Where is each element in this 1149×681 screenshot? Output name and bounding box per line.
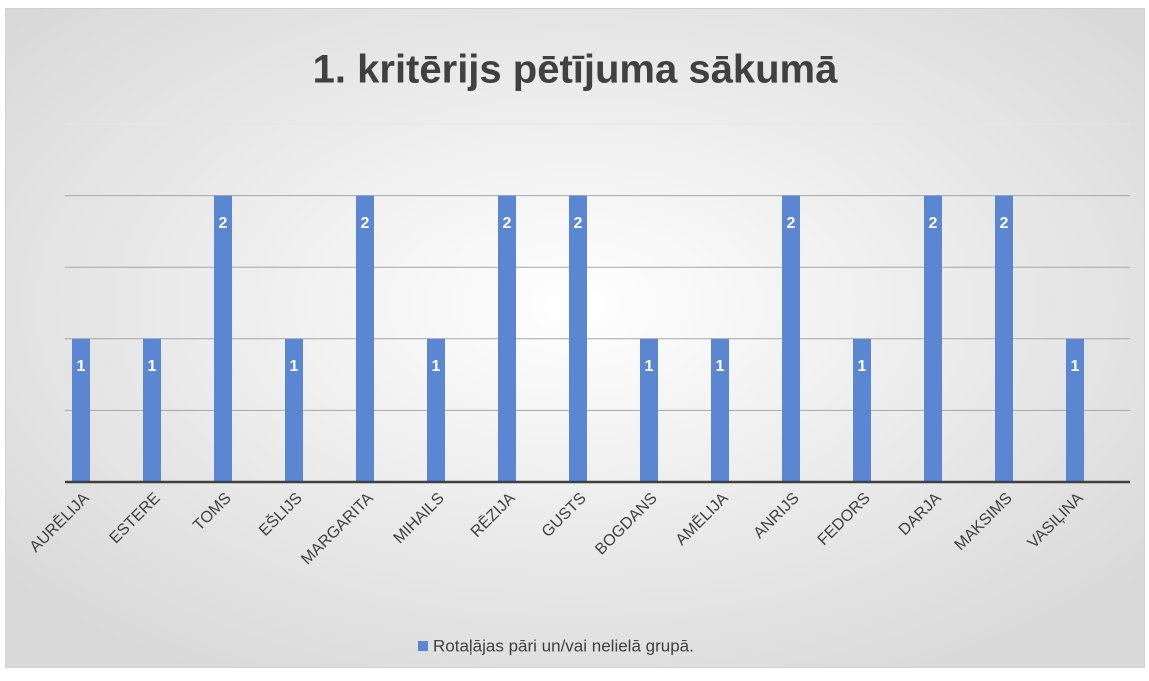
data-label: 1 — [645, 358, 654, 375]
bar — [214, 195, 232, 482]
data-label: 2 — [361, 215, 370, 232]
bar — [427, 338, 445, 482]
bar — [356, 195, 374, 482]
legend-swatch — [418, 641, 428, 651]
data-label: 1 — [290, 358, 299, 375]
data-label: 2 — [219, 215, 228, 232]
bar — [498, 195, 516, 482]
data-label: 1 — [1071, 358, 1080, 375]
legend-label: Rotaļājas pāri un/vai nelielā grupā. — [433, 636, 694, 655]
bar — [143, 338, 161, 482]
bar — [285, 338, 303, 482]
data-label: 2 — [503, 215, 512, 232]
bar — [995, 195, 1013, 482]
bar — [72, 338, 90, 482]
bar — [782, 195, 800, 482]
data-label: 1 — [432, 358, 441, 375]
bar — [924, 195, 942, 482]
bar — [640, 338, 658, 482]
bar — [569, 195, 587, 482]
data-label: 2 — [929, 215, 938, 232]
data-label: 1 — [716, 358, 725, 375]
bar — [1066, 338, 1084, 482]
data-label: 2 — [574, 215, 583, 232]
data-label: 1 — [148, 358, 157, 375]
data-label: 2 — [787, 215, 796, 232]
data-label: 2 — [1000, 215, 1009, 232]
data-label: 1 — [77, 358, 86, 375]
chart-title: 1. kritērijs pētījuma sākumā — [313, 48, 838, 92]
bar — [711, 338, 729, 482]
data-label: 1 — [858, 358, 867, 375]
bar — [853, 338, 871, 482]
